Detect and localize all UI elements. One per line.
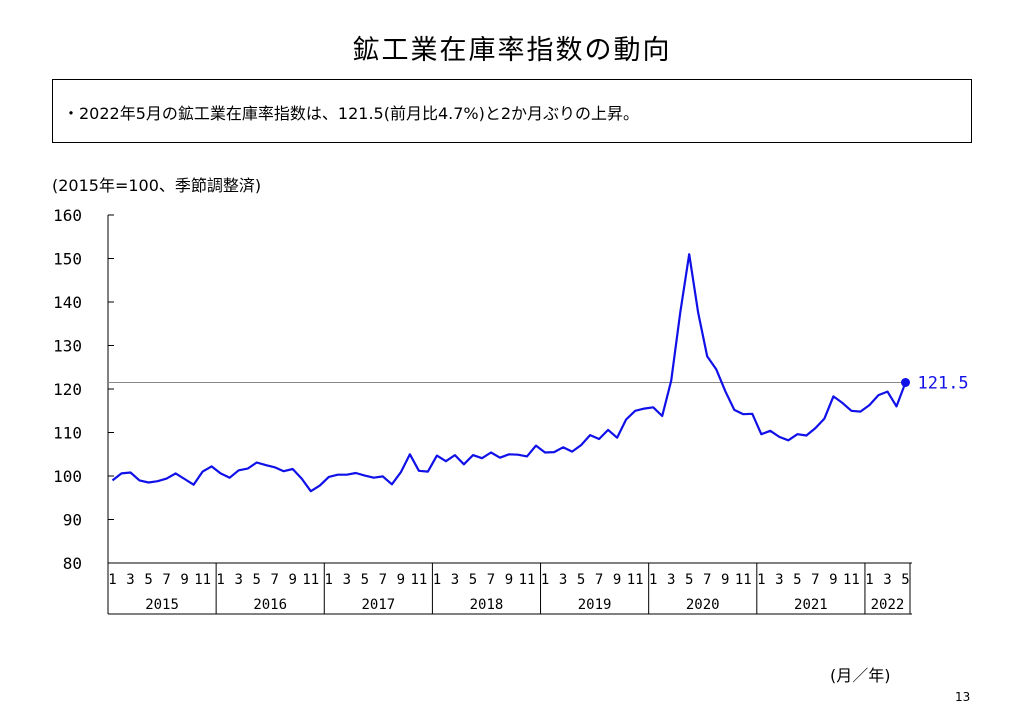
y-tick-label: 100	[53, 467, 82, 486]
month-tick-label: 1	[649, 572, 657, 588]
month-tick-label: 5	[901, 572, 909, 588]
month-tick-label: 5	[685, 572, 693, 588]
month-tick-label: 5	[361, 572, 369, 588]
y-tick-label: 150	[53, 250, 82, 269]
month-tick-label: 11	[519, 572, 536, 588]
month-tick-label: 5	[793, 572, 801, 588]
month-tick-label: 9	[505, 572, 513, 588]
month-tick-label: 3	[559, 572, 567, 588]
month-tick-label: 7	[811, 572, 819, 588]
month-tick-label: 3	[667, 572, 675, 588]
month-tick-label: 9	[180, 572, 188, 588]
year-label: 2017	[361, 597, 395, 613]
month-tick-label: 1	[865, 572, 873, 588]
year-label: 2015	[145, 597, 179, 613]
month-tick-label: 3	[234, 572, 242, 588]
month-tick-label: 7	[487, 572, 495, 588]
month-tick-label: 7	[270, 572, 278, 588]
y-tick-label: 90	[63, 511, 82, 530]
month-tick-label: 7	[703, 572, 711, 588]
month-tick-label: 1	[108, 572, 116, 588]
year-label: 2019	[578, 597, 612, 613]
month-tick-label: 7	[379, 572, 387, 588]
month-tick-label: 1	[757, 572, 765, 588]
summary-text: ・2022年5月の鉱工業在庫率指数は、121.5(前月比4.7%)と2か月ぶりの…	[63, 104, 640, 123]
last-point-label: 121.5	[917, 373, 968, 393]
unit-note: (2015年=100、季節調整済)	[52, 176, 262, 195]
month-tick-label: 11	[735, 572, 752, 588]
month-tick-label: 9	[829, 572, 837, 588]
y-tick-label: 130	[53, 337, 82, 356]
month-tick-label: 7	[162, 572, 170, 588]
month-tick-label: 9	[721, 572, 729, 588]
page-number: 13	[955, 690, 971, 704]
month-tick-label: 9	[289, 572, 297, 588]
y-tick-label: 80	[63, 554, 82, 573]
year-label: 2021	[794, 597, 828, 613]
month-tick-label: 3	[451, 572, 459, 588]
year-label: 2016	[253, 597, 287, 613]
month-tick-label: 9	[613, 572, 621, 588]
page-title: 鉱工業在庫率指数の動向	[352, 35, 672, 66]
series-line	[111, 253, 907, 493]
month-tick-label: 1	[216, 572, 224, 588]
month-tick-label: 11	[410, 572, 427, 588]
month-tick-label: 5	[144, 572, 152, 588]
month-tick-label: 3	[883, 572, 891, 588]
month-tick-label: 7	[595, 572, 603, 588]
x-axis-unit: (月／年)	[830, 666, 891, 685]
last-point-marker	[900, 377, 910, 387]
month-tick-label: 1	[325, 572, 333, 588]
summary-box: ・2022年5月の鉱工業在庫率指数は、121.5(前月比4.7%)と2か月ぶりの…	[52, 79, 972, 143]
month-tick-label: 5	[577, 572, 585, 588]
month-tick-label: 11	[302, 572, 319, 588]
month-tick-label: 11	[627, 572, 644, 588]
year-label: 2018	[470, 597, 504, 613]
month-tick-label: 3	[343, 572, 351, 588]
y-tick-label: 120	[53, 380, 82, 399]
y-tick-label: 160	[53, 206, 82, 225]
month-tick-label: 5	[252, 572, 260, 588]
month-tick-label: 9	[397, 572, 405, 588]
month-tick-label: 11	[194, 572, 211, 588]
month-tick-label: 11	[843, 572, 860, 588]
y-tick-label: 140	[53, 293, 82, 312]
year-label: 2022	[871, 597, 905, 613]
y-tick-label: 110	[53, 424, 82, 443]
month-tick-label: 3	[775, 572, 783, 588]
month-tick-label: 3	[126, 572, 134, 588]
year-label: 2020	[686, 597, 720, 613]
month-tick-label: 1	[433, 572, 441, 588]
month-tick-label: 5	[469, 572, 477, 588]
month-tick-label: 1	[541, 572, 549, 588]
